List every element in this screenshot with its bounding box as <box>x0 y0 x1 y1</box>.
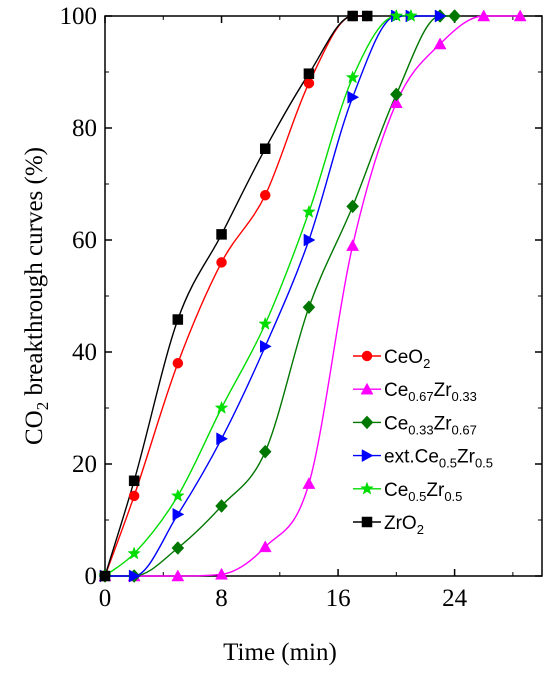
y-tick-label: 100 <box>60 3 98 30</box>
legend-marker <box>361 516 373 528</box>
data-point <box>216 432 229 446</box>
data-point <box>259 143 271 154</box>
legend-marker <box>360 481 374 495</box>
x-axis-label: Time (min) <box>223 639 337 666</box>
data-point <box>258 444 272 459</box>
data-point <box>171 541 185 555</box>
y-tick-label: 20 <box>72 451 97 478</box>
legend-marker <box>360 382 374 395</box>
data-point <box>346 199 359 214</box>
data-point <box>214 400 229 414</box>
series-line-2 <box>105 15 455 577</box>
data-point <box>389 96 403 109</box>
legend-label: Ce0.33Zr0.67 <box>384 413 477 437</box>
data-point <box>433 37 447 50</box>
data-point <box>172 314 184 325</box>
legend-entry: Ce0.33Zr0.67 <box>353 413 477 437</box>
data-point <box>172 357 184 369</box>
series-line-4 <box>104 15 411 577</box>
legend-entry: Ce0.67Zr0.33 <box>353 380 477 404</box>
x-tick-label: 8 <box>215 585 228 612</box>
data-point <box>303 77 315 89</box>
legend-marker <box>360 415 374 430</box>
data-point <box>404 8 418 22</box>
y-tick-label: 40 <box>72 339 97 366</box>
y-axis-label-sub: 2 <box>33 402 52 411</box>
data-point <box>347 10 358 22</box>
data-point <box>303 68 315 79</box>
series-markers <box>98 8 527 583</box>
data-point <box>259 189 271 201</box>
series-line-5 <box>104 15 368 577</box>
y-axis-label-rest: breakthrough curves (%) <box>21 147 48 402</box>
data-point <box>389 87 403 102</box>
x-tick-label: 16 <box>326 585 351 612</box>
y-tick-label: 80 <box>72 115 97 142</box>
data-point <box>216 257 227 268</box>
data-point <box>346 239 360 251</box>
data-point <box>434 9 447 23</box>
data-point <box>216 229 227 240</box>
data-point <box>303 233 316 247</box>
data-point <box>128 475 140 487</box>
y-tick-label: 60 <box>72 227 97 254</box>
legend-label: Ce0.67Zr0.33 <box>384 380 477 404</box>
data-point <box>302 204 316 218</box>
data-point <box>127 546 142 560</box>
plot-frame <box>104 15 543 577</box>
x-tick-label: 0 <box>99 585 112 612</box>
data-point <box>215 567 228 580</box>
data-point <box>128 569 141 583</box>
data-point <box>448 9 461 23</box>
y-axis-label-main: CO <box>21 410 48 445</box>
legend-entry: ZrO2 <box>353 513 424 537</box>
legend-label: Ce0.5Zr0.5 <box>384 480 462 504</box>
y-tick-label: 0 <box>85 563 98 590</box>
data-point <box>99 570 111 582</box>
legend-label: ext.Ce0.5Zr0.5 <box>384 447 493 471</box>
data-point <box>258 540 272 553</box>
data-point <box>345 70 360 84</box>
legend-label: ZrO2 <box>384 513 424 537</box>
legend-entry: CeO2 <box>353 347 430 371</box>
legend-marker <box>361 449 374 463</box>
legend-entry: ext.Ce0.5Zr0.5 <box>353 447 493 471</box>
data-point <box>172 507 185 521</box>
data-point <box>361 10 373 22</box>
legend: CeO2 Ce0.67Zr0.33 Ce0.33Zr0.67 ext.Ce0.5Zr0… <box>353 347 493 537</box>
data-point <box>513 9 527 22</box>
axis-ticks <box>104 15 542 577</box>
legend-marker <box>361 350 373 362</box>
legend-label: CeO2 <box>384 347 430 371</box>
x-tick-label: 24 <box>442 585 468 612</box>
legend-entry: Ce0.5Zr0.5 <box>353 480 462 504</box>
data-point <box>302 477 316 489</box>
data-point <box>302 300 316 315</box>
data-point <box>258 316 273 330</box>
data-point <box>477 9 491 22</box>
y-axis-label: CO2 breakthrough curves (%) <box>21 147 52 445</box>
data-point <box>389 8 404 22</box>
tick-labels: 0 8 16 24 0 20 40 60 80 100 <box>60 3 468 612</box>
data-point <box>215 499 228 513</box>
data-point <box>259 339 272 353</box>
data-point <box>171 569 185 582</box>
data-point <box>347 90 360 104</box>
data-point <box>128 490 140 502</box>
data-point <box>170 488 185 502</box>
